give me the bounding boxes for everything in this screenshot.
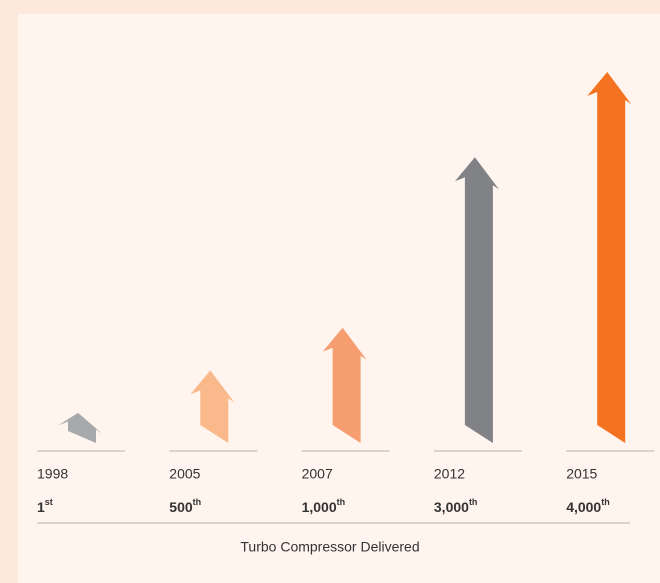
arrow xyxy=(190,370,235,443)
value-number: 4,000 xyxy=(566,499,601,515)
value-label: 1,000th xyxy=(302,497,346,514)
value-suffix: th xyxy=(193,497,202,507)
value-suffix: st xyxy=(45,497,53,507)
arrow xyxy=(322,327,367,443)
value-label: 1st xyxy=(37,497,53,514)
year-label: 2012 xyxy=(434,466,465,482)
value-suffix: th xyxy=(601,497,610,507)
year-label: 1998 xyxy=(37,466,68,482)
arrow xyxy=(454,157,499,443)
value-suffix: th xyxy=(469,497,478,507)
arrow xyxy=(58,412,102,443)
value-number: 500 xyxy=(169,499,193,515)
value-number: 3,000 xyxy=(434,499,469,515)
value-number: 1,000 xyxy=(302,499,337,515)
x-axis-label: Turbo Compressor Delivered xyxy=(240,539,419,555)
value-number: 1 xyxy=(37,499,45,515)
year-label: 2015 xyxy=(566,466,597,482)
panel xyxy=(18,14,660,583)
value-suffix: th xyxy=(337,497,346,507)
value-label: 3,000th xyxy=(434,497,478,514)
year-label: 2007 xyxy=(302,466,333,482)
year-label: 2005 xyxy=(169,466,200,482)
arrow xyxy=(587,72,632,443)
value-label: 4,000th xyxy=(566,497,610,514)
value-label: 500th xyxy=(169,497,201,514)
